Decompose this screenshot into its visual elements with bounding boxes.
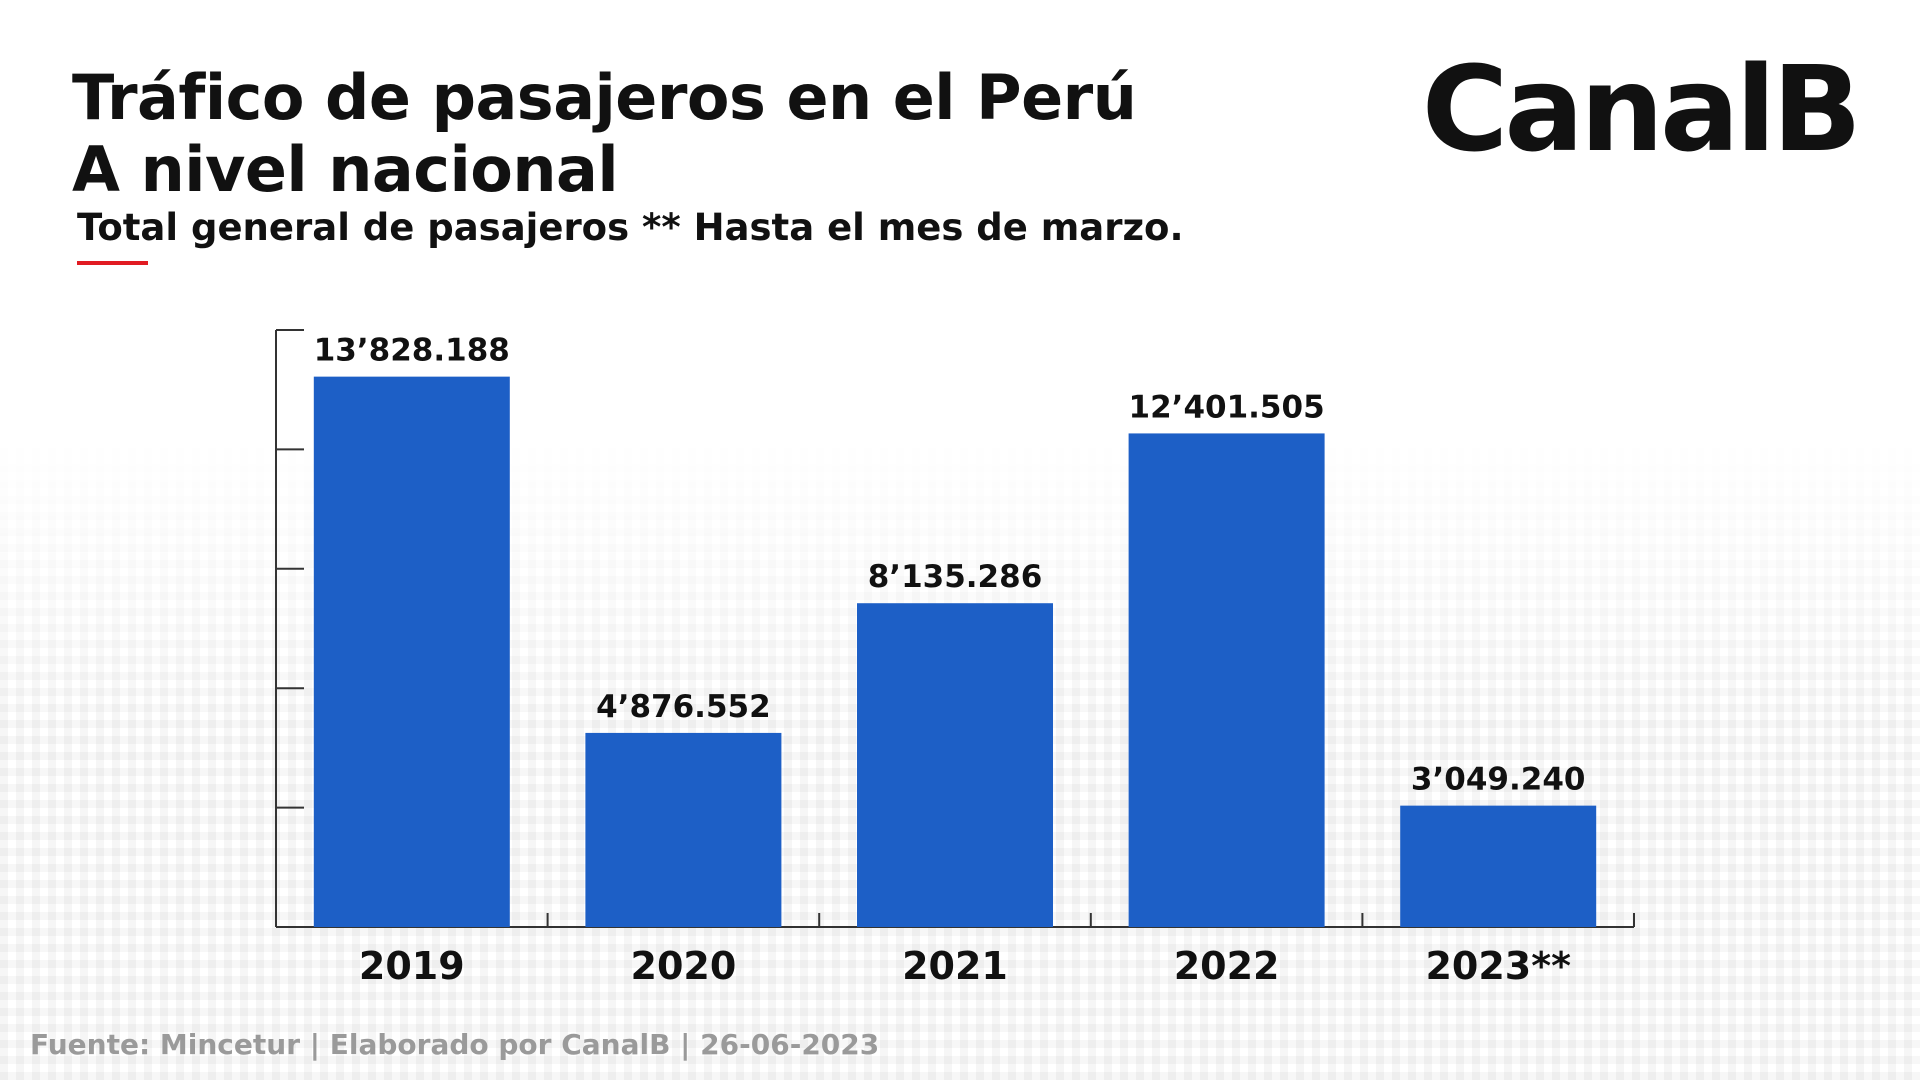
chart-title: Tráfico de pasajeros en el Perú A nivel …	[72, 61, 1137, 206]
x-tick-label-2020: 2020	[631, 944, 737, 988]
x-tick-label-2023**: 2023**	[1425, 944, 1571, 988]
bar-2023**	[1400, 805, 1597, 927]
accent-underline	[77, 261, 148, 265]
x-tick-label-2019: 2019	[359, 944, 465, 988]
data-label-2019: 13’828.188	[314, 333, 510, 369]
chart-subtitle: Total general de pasajeros ** Hasta el m…	[77, 206, 1184, 249]
chart-x-labels: 2019 2020 2021 2022 2023**	[359, 944, 1571, 988]
source-footer: Fuente: Mincetur | Elaborado por CanalB …	[30, 1028, 880, 1061]
canalb-logo: CanalB	[1421, 40, 1862, 178]
data-label-2022: 12’401.505	[1129, 389, 1325, 425]
chart-bars	[313, 376, 1597, 927]
chart-value-labels: 13’828.188 4’876.552 8’135.286 12’401.505 3’…	[314, 333, 1586, 798]
data-label-2020: 4’876.552	[596, 689, 771, 725]
bar-2022	[1128, 433, 1325, 927]
bar-2019	[313, 376, 510, 927]
x-tick-label-2022: 2022	[1174, 944, 1280, 988]
title-line-2: A nivel nacional	[72, 133, 619, 206]
x-tick-label-2021: 2021	[902, 944, 1008, 988]
data-label-2021: 8’135.286	[868, 559, 1043, 595]
bar-2020	[585, 732, 782, 927]
bar-2021	[857, 603, 1053, 927]
data-label-2023**: 3’049.240	[1411, 762, 1586, 798]
title-line-1: Tráfico de pasajeros en el Perú	[72, 61, 1137, 134]
